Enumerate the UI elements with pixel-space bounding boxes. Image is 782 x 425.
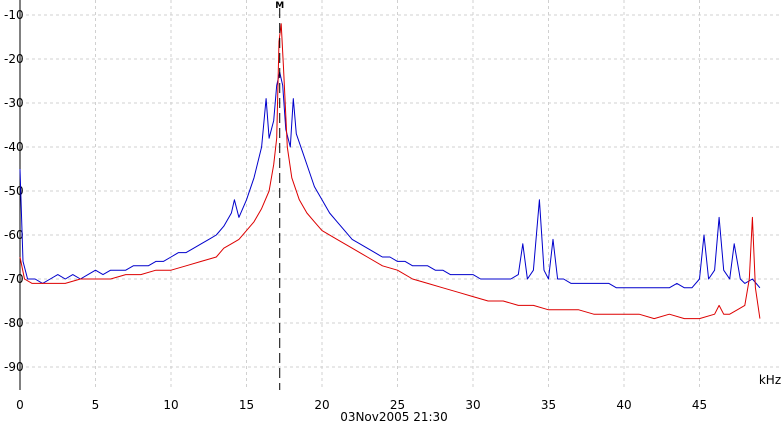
frequency-marker: M (275, 1, 284, 390)
x-tick-label: 40 (616, 398, 631, 412)
series-lines (19, 23, 761, 320)
x-tick-label: 25 (390, 398, 405, 412)
y-tick-label: -70 (4, 272, 24, 286)
series-line-2 (19, 23, 761, 320)
x-unit-label: kHz (759, 373, 781, 387)
y-tick-label: -90 (4, 360, 24, 374)
x-tick-labels: 0 5 10 15 20 25 30 35 40 45 (16, 398, 707, 412)
x-tick-label: 10 (163, 398, 178, 412)
grid-lines (19, 0, 782, 390)
x-tick-label: 20 (314, 398, 329, 412)
x-tick-label: 15 (239, 398, 254, 412)
x-tick-label: 0 (16, 398, 24, 412)
y-tick-label: -20 (4, 52, 24, 66)
marker-label: M (275, 1, 284, 11)
y-tick-label: -10 (4, 8, 24, 22)
y-tick-label: -80 (4, 316, 24, 330)
x-tick-label: 30 (465, 398, 480, 412)
series-line-1 (19, 71, 761, 289)
timestamp-label: 03Nov2005 21:30 (340, 410, 448, 424)
y-tick-label: -30 (4, 96, 24, 110)
y-tick-label: -50 (4, 184, 24, 198)
y-tick-label: -60 (4, 228, 24, 242)
x-tick-label: 35 (541, 398, 556, 412)
y-tick-label: -40 (4, 140, 24, 154)
x-tick-label: 45 (692, 398, 707, 412)
y-tick-labels: -10 -20 -30 -40 -50 -60 -70 -80 -90 (4, 8, 24, 374)
x-tick-label: 5 (92, 398, 100, 412)
